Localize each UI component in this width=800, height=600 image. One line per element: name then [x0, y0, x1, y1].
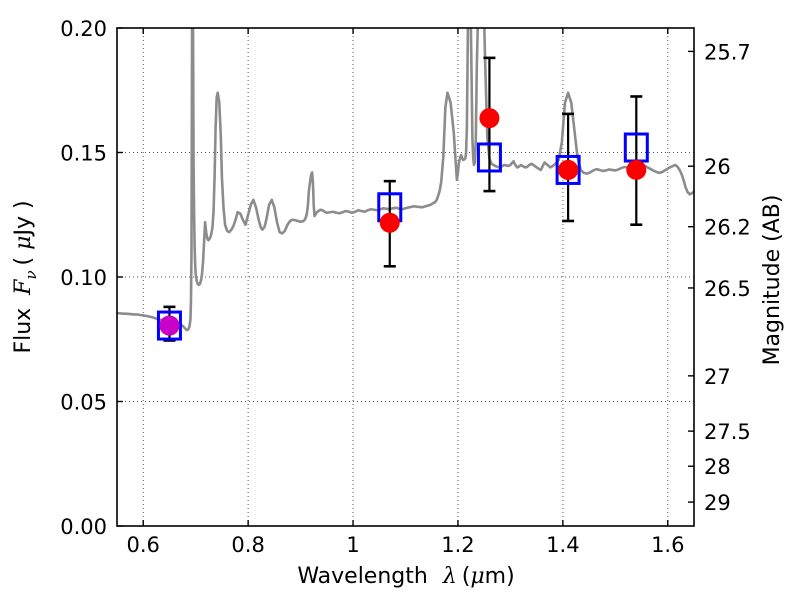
y-tick-label: 0.10 — [60, 266, 107, 290]
y2-tick-label: 29 — [704, 491, 731, 515]
axis-titles: Flux Fν( μJy ) Magnitude (AB) Wavelength… — [11, 195, 785, 589]
y2-axis-label: Magnitude (AB) — [760, 195, 785, 366]
y2-tick-label: 27 — [704, 365, 731, 389]
axes-frame — [116, 27, 695, 527]
observed-photometry-markers — [159, 108, 647, 336]
x-tick-label: 0.6 — [127, 533, 160, 557]
x-tick-label: 1.4 — [546, 533, 579, 557]
x-tick-label: 1.6 — [651, 533, 684, 557]
x-tick-label: 1 — [346, 533, 359, 557]
y-tick-label: 0.05 — [60, 391, 107, 415]
y-tick-label: 0.00 — [60, 515, 107, 539]
y-tick-label: 0.20 — [60, 17, 107, 41]
tick-labels: 0.6 0.8 1 1.2 1.4 1.6 0.00 0.05 0.10 0.15 0.20 25.7… — [60, 17, 751, 557]
y2-tick-label: 27.5 — [704, 420, 751, 444]
x-tick-label: 0.8 — [231, 533, 264, 557]
y2-tick-label: 25.7 — [704, 40, 751, 64]
y-axis-label: Flux Fν( μJy ) — [11, 200, 40, 353]
y2-tick-label: 26.5 — [704, 277, 751, 301]
y-tick-label: 0.15 — [60, 142, 107, 166]
y2-tick-label: 28 — [704, 455, 731, 479]
svg-text:Flux Fν( μJy ): Flux Fν( μJy ) — [11, 200, 40, 353]
x-axis-label: Wavelength λ (μm) — [297, 564, 514, 589]
model-spectrum-curve — [117, 28, 694, 332]
grid-lines — [117, 28, 694, 526]
x-tick-label: 1.2 — [441, 533, 474, 557]
y2-tick-label: 26.2 — [704, 216, 751, 240]
y2-axis-label-text: Magnitude (AB) — [760, 195, 785, 366]
svg-text:Wavelength λ(μm): Wavelength λ (μm) — [297, 564, 514, 589]
y2-tick-label: 26 — [704, 155, 731, 179]
